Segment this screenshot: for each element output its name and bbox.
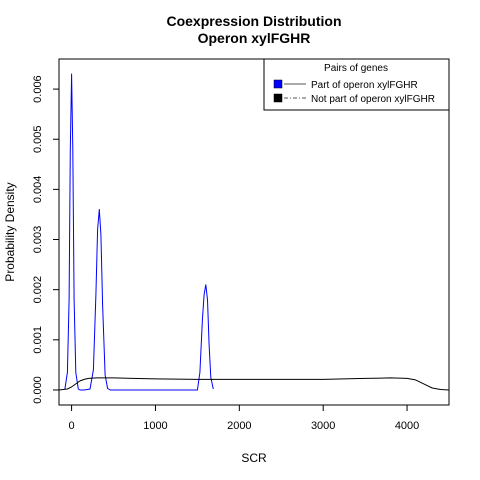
y-tick-label: 0.005 (32, 125, 44, 153)
chart-title: Coexpression Distribution (166, 13, 341, 29)
x-axis: 0 1000 2000 3000 4000 (69, 405, 419, 432)
y-tick-label: 0.006 (32, 75, 44, 103)
chart-subtitle: Operon xylFGHR (198, 30, 311, 46)
y-tick-label: 0.002 (32, 276, 44, 304)
x-tick-label: 0 (69, 420, 75, 432)
series-layer (58, 73, 450, 391)
legend: Pairs of genes Part of operon xylFGHR No… (263, 58, 450, 111)
legend-entry-part: Part of operon xylFGHR (311, 80, 418, 91)
legend-swatch-not-part (273, 93, 283, 103)
x-tick-label: 1000 (143, 420, 167, 432)
x-tick-label: 3000 (311, 420, 335, 432)
y-axis: 0.000 0.001 0.002 0.003 0.004 0.005 0.006 (32, 75, 59, 404)
x-axis-label: SCR (241, 451, 267, 465)
y-tick-label: 0.001 (32, 326, 44, 354)
series-line-not-part-of-operon (58, 377, 450, 391)
legend-title: Pairs of genes (324, 63, 388, 74)
plot-frame (58, 58, 450, 406)
x-tick-label: 4000 (395, 420, 419, 432)
legend-entry-not-part: Not part of operon xylFGHR (311, 94, 435, 105)
y-tick-label: 0.000 (32, 376, 44, 404)
series-line-part-of-operon (64, 73, 214, 391)
x-tick-label: 2000 (227, 420, 251, 432)
y-tick-label: 0.004 (32, 176, 44, 204)
legend-swatch-part (273, 79, 283, 89)
y-axis-label: Probability Density (3, 182, 17, 281)
y-tick-label: 0.003 (32, 226, 44, 254)
